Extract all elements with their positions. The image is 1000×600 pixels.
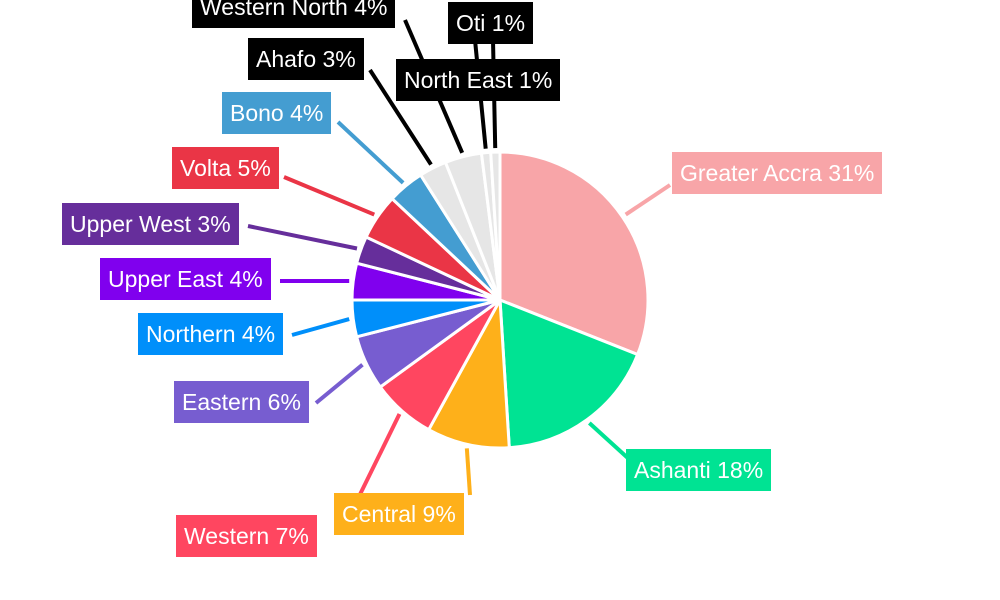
leader-line [624,183,672,217]
data-label: Greater Accra 31% [672,152,883,194]
leader-line [587,421,632,462]
pie-slice-greater-accra[interactable] [498,150,650,357]
data-label: Central 9% [334,493,464,535]
data-label: Bono 4% [222,92,332,134]
leader-line [336,120,405,185]
data-label: Northern 4% [138,313,284,355]
pie-slice-central[interactable] [426,294,511,450]
data-label: Volta 5% [172,147,279,189]
data-label: Ahafo 3% [248,38,364,80]
data-label: Western 7% [176,515,317,557]
data-label: Upper West 3% [62,203,239,245]
leader-line [283,175,376,217]
data-label: North East 1% [396,59,561,101]
data-label: Ashanti 18% [626,449,772,491]
data-label: Oti 1% [448,2,534,44]
leader-line [291,317,350,337]
leader-line [314,363,364,405]
data-label: Upper East 4% [100,258,271,300]
pie-slice-oti[interactable] [489,150,502,301]
data-label: Eastern 6% [174,381,309,423]
leader-line [464,448,472,496]
pie-slice-ashanti[interactable] [498,297,640,450]
leader-line [368,68,433,166]
leader-line [247,224,358,251]
data-label: Western North 4% [192,0,396,28]
